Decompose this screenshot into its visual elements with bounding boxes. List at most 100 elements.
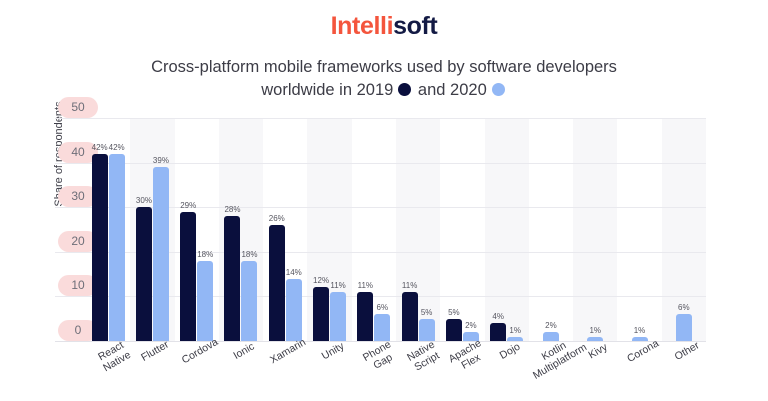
chart-title: Cross-platform mobile frameworks used by… [40,56,728,102]
bar-value-label: 12% [313,276,330,286]
bar[interactable]: 18% [197,250,213,341]
bar-value-label: 26% [268,214,285,224]
x-axis-tick: React Native [86,339,133,401]
bar-group: 28% 18% [219,118,263,341]
bar[interactable]: 4% [490,312,507,341]
bar[interactable]: 2% [542,321,559,341]
bar-group: 11% 6% [352,118,396,341]
bar[interactable]: 1% [507,326,524,341]
bar-group: 12% 11% [307,118,351,341]
y-axis-tick-30: 30 [58,186,98,208]
plot-area: 42% 42% 30% 39% 29% 18% 28% 18% 26% 14% 12% 11% 11% 6… [55,118,706,342]
bar-value-label: 11% [401,280,418,290]
x-axis-tick: Apache Flex [440,337,484,401]
logo-text-primary: Intelli [330,12,394,40]
bar[interactable]: 18% [241,250,257,341]
bar-pair: 12% 11% [307,118,351,341]
bar-group: 26% 14% [263,118,307,341]
y-axis-tick-20: 20 [58,230,98,252]
bar-value-label: 18% [197,249,214,259]
bar-value-label: 42% [91,142,108,152]
bar-pair: 28% 18% [219,118,263,341]
bar-value-label: 11% [357,280,374,290]
bar-value-label: 5% [420,307,433,317]
bar-group: 5% 2% [440,118,484,341]
bar-value-label: 1% [633,325,646,335]
bar-value-label: 2% [545,321,557,331]
bar-group: 30% 39% [130,118,174,341]
bar-group: 1% [573,118,617,341]
bar-group: 6% [662,118,706,341]
chart-title-line-2: worldwide in 2019 and 2020 [40,79,728,102]
bar[interactable]: 5% [445,308,462,341]
bar-value-label: 18% [241,249,258,259]
bar[interactable]: 6% [675,303,692,341]
bar-groups: 42% 42% 30% 39% 29% 18% 28% 18% 26% 14% 12% 11% 11% 6… [86,118,706,341]
background-band [661,118,706,341]
legend-label-2020: and 2020 [417,81,487,99]
bar-value-label: 1% [509,325,521,335]
bar-group: 4% 1% [485,118,529,341]
gridline-10 [55,296,706,298]
bar[interactable]: 42% [109,143,125,341]
bar[interactable]: 29% [180,201,196,341]
bar[interactable]: 12% [313,276,329,341]
bar-value-label: 39% [152,156,169,166]
bar-value-label: 4% [492,312,504,322]
bar[interactable]: 11% [401,281,418,341]
axis-baseline [55,341,706,342]
bar-pair: 4% 1% [485,118,529,341]
x-axis-tick: Cordova [175,336,220,401]
bar-pair: 6% [662,118,706,341]
bar-value-label: 2% [465,321,477,331]
bar[interactable]: 5% [418,308,435,341]
bar-value-label: 28% [224,205,241,215]
bar-value-label: 14% [285,267,302,277]
bar[interactable]: 30% [136,196,152,341]
bar-pair: 1% [573,118,617,341]
bar[interactable]: 14% [286,268,302,341]
bar-value-label: 1% [589,325,602,335]
bar[interactable]: 42% [92,143,108,341]
bar-pair: 11% 5% [396,118,440,341]
bar[interactable]: 26% [269,214,285,341]
x-axis-tick: Ionic [219,340,263,401]
bar-value-label: 6% [678,303,690,313]
x-axis-tick: Corona [617,337,661,401]
gridline-30 [55,207,706,209]
bar-pair: 1% [617,118,661,341]
legend-label-2019: worldwide in 2019 [261,81,394,99]
x-axis-tick: Native Script [396,339,442,401]
bar-pair: 5% 2% [440,118,484,341]
x-axis-tick: Other [662,339,706,401]
bar-group: 2% [529,118,573,341]
y-axis-tick-0: 0 [58,320,98,341]
bar-pair: 29% 18% [175,118,219,341]
gridlines [55,118,706,342]
x-axis-tick: Dojo [485,341,529,401]
gridline-20 [55,251,706,253]
bar-pair: 11% 6% [352,118,396,341]
bar-pair: 42% 42% [86,118,130,341]
bar-value-label: 42% [108,142,125,152]
bar[interactable]: 2% [462,321,479,341]
x-axis-tick-labels: React Native Flutter Cordova Ionic Xamarin Un… [86,336,706,401]
logo-text-secondary: soft [393,12,438,40]
bar[interactable]: 28% [224,205,240,341]
bar[interactable]: 11% [330,281,347,341]
bar[interactable]: 6% [374,303,391,341]
legend-swatch-2020-icon [491,83,505,96]
x-axis-tick: Xamarin [263,336,308,401]
y-axis-tick-10: 10 [58,275,98,297]
x-axis-tick: Kotlin Multiplatform [529,339,589,401]
background-band [573,118,618,341]
bar[interactable]: 39% [153,156,169,341]
bar-pair: 2% [529,118,573,341]
x-axis-tick: Kivy [573,341,617,401]
legend-swatch-2019-icon [398,83,412,96]
bar[interactable]: 11% [357,281,374,341]
bar-group: 11% 5% [396,118,440,341]
bar[interactable]: 1% [587,326,604,341]
bar[interactable]: 1% [631,326,648,341]
